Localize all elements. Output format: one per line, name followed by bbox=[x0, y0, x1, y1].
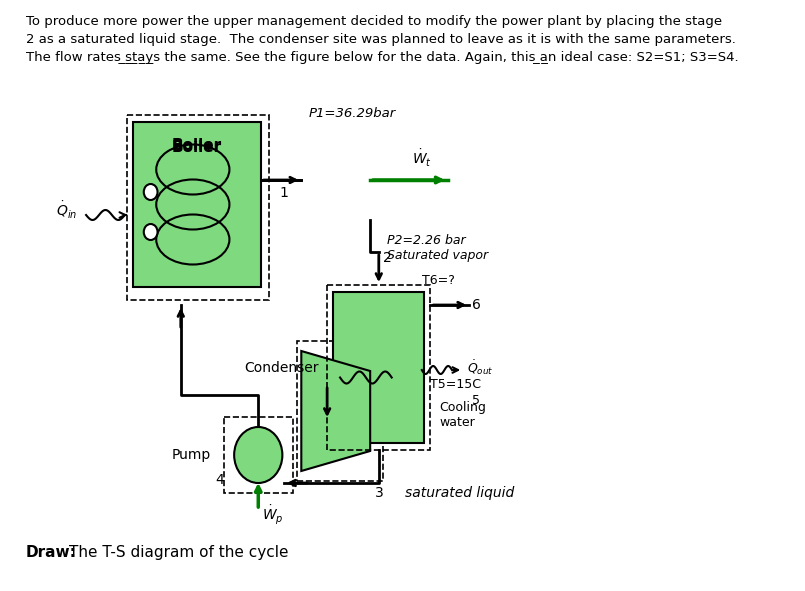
Text: The T-S diagram of the cycle: The T-S diagram of the cycle bbox=[69, 545, 288, 560]
Text: Pump: Pump bbox=[171, 448, 211, 462]
Text: Saturated vapor: Saturated vapor bbox=[387, 248, 489, 261]
Circle shape bbox=[144, 184, 158, 200]
Text: 4: 4 bbox=[215, 473, 224, 487]
Text: To produce more power the upper management decided to modify the power plant by : To produce more power the upper manageme… bbox=[26, 15, 722, 28]
Text: $\dot{W}_t$: $\dot{W}_t$ bbox=[412, 148, 431, 168]
Polygon shape bbox=[134, 122, 261, 287]
Circle shape bbox=[144, 224, 158, 240]
Text: T5=15C: T5=15C bbox=[431, 378, 481, 391]
Text: Boiler: Boiler bbox=[172, 140, 222, 155]
Text: 1: 1 bbox=[279, 186, 288, 200]
Text: saturated liquid: saturated liquid bbox=[405, 486, 514, 500]
Text: Draw:: Draw: bbox=[26, 545, 76, 560]
Text: The flow rates ̲s̲t̲a̲y̲s the same. See the figure below for the data. Again, th: The flow rates ̲s̲t̲a̲y̲s the same. See … bbox=[26, 51, 738, 64]
Text: 3: 3 bbox=[374, 486, 383, 500]
Text: P2=2.26 bar: P2=2.26 bar bbox=[387, 233, 466, 246]
Text: $\dot{W}_p$: $\dot{W}_p$ bbox=[262, 504, 283, 527]
Text: Turbine: Turbine bbox=[307, 173, 365, 187]
Text: 6: 6 bbox=[472, 298, 481, 312]
Text: Condenser: Condenser bbox=[244, 361, 319, 375]
Polygon shape bbox=[333, 292, 424, 443]
Text: 2: 2 bbox=[383, 251, 392, 265]
Text: 2 as a saturated liquid stage.  The condenser site was planned to leave as it is: 2 as a saturated liquid stage. The conde… bbox=[26, 33, 736, 46]
Text: $\dot{Q}_{out}$: $\dot{Q}_{out}$ bbox=[467, 359, 493, 377]
Text: P1=36.29bar: P1=36.29bar bbox=[308, 107, 395, 120]
Text: T6=?: T6=? bbox=[422, 274, 455, 287]
Text: $\dot{Q}_{in}$: $\dot{Q}_{in}$ bbox=[56, 199, 77, 220]
Text: Boiler: Boiler bbox=[172, 138, 222, 153]
Text: 5: 5 bbox=[472, 394, 480, 407]
Text: Cooling
water: Cooling water bbox=[439, 401, 486, 429]
Circle shape bbox=[234, 427, 283, 483]
Polygon shape bbox=[301, 351, 370, 471]
